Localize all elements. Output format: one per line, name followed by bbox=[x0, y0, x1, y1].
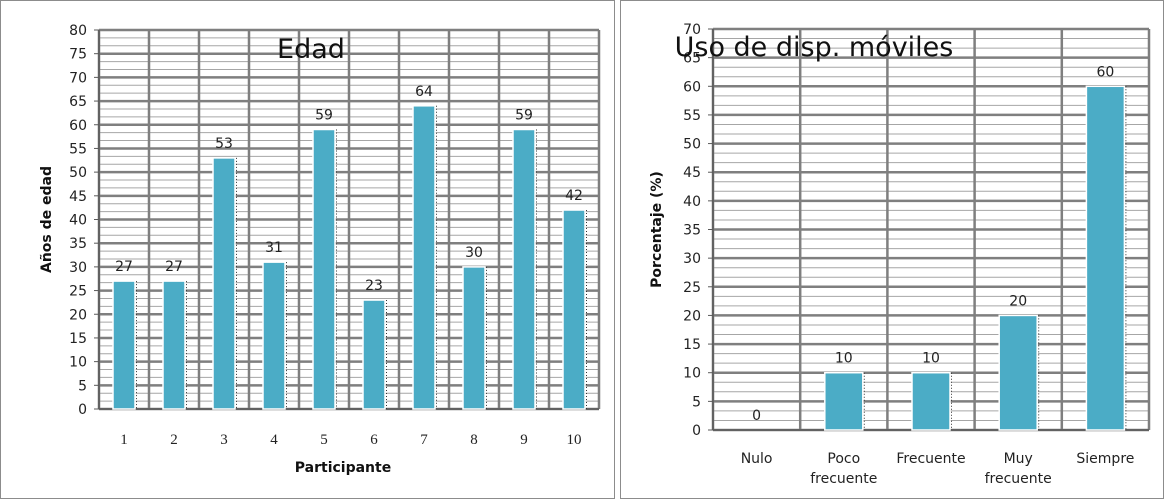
y-tick-label: 40 bbox=[69, 213, 87, 229]
data-label: 59 bbox=[515, 107, 533, 123]
chart-panel-uso-moviles: 0 5 10 15 20 25 30 35 40 45 50 55 60 65 70 0 Nulo 10 Poco f… bbox=[620, 0, 1164, 499]
x-tick-label: Siempre bbox=[1076, 451, 1134, 467]
y-tick-label: 35 bbox=[69, 236, 87, 252]
y-axis-title: Porcentaje (%) bbox=[649, 171, 665, 288]
y-tick-label: 20 bbox=[683, 308, 701, 324]
data-label: 27 bbox=[115, 259, 133, 275]
data-label: 20 bbox=[1009, 293, 1027, 309]
bar bbox=[462, 266, 486, 410]
bar bbox=[262, 261, 286, 410]
x-axis-title: Participante bbox=[295, 460, 391, 476]
data-label: 31 bbox=[265, 240, 283, 256]
x-tick-label: 5 bbox=[320, 432, 328, 448]
y-tick-label: 35 bbox=[683, 223, 701, 239]
bar bbox=[512, 128, 536, 410]
y-tick-label: 15 bbox=[69, 331, 87, 347]
y-tick-label: 5 bbox=[78, 378, 87, 394]
y-tick-label: 65 bbox=[69, 94, 87, 110]
chart-title: Edad bbox=[277, 34, 345, 65]
x-tick-label: 2 bbox=[170, 432, 178, 448]
x-tick-label: 4 bbox=[270, 432, 278, 448]
bar bbox=[412, 105, 436, 410]
y-tick-label: 15 bbox=[683, 337, 701, 353]
chart-panel-edad: 0 5 10 15 20 25 30 35 40 45 50 55 60 65 70 75 80 27 1 27 2 53… bbox=[0, 0, 615, 499]
y-tick-label: 0 bbox=[692, 423, 701, 439]
bar bbox=[112, 280, 136, 410]
x-tick-label: 3 bbox=[220, 432, 228, 448]
bar bbox=[998, 314, 1038, 431]
y-tick-label: 80 bbox=[69, 23, 87, 39]
chart-title: Uso de disp. móviles bbox=[675, 32, 954, 63]
bar bbox=[362, 299, 386, 410]
bar bbox=[162, 280, 186, 410]
x-tick-label: 8 bbox=[470, 432, 478, 448]
y-tick-label: 10 bbox=[683, 366, 701, 382]
data-label: 64 bbox=[415, 84, 433, 100]
y-tick-label: 25 bbox=[69, 284, 87, 300]
x-tick-label: 9 bbox=[520, 432, 528, 448]
y-tick-label: 50 bbox=[683, 137, 701, 153]
y-tick-label: 55 bbox=[683, 108, 701, 124]
gridlines bbox=[711, 27, 1151, 432]
data-label: 30 bbox=[465, 245, 483, 261]
y-tick-label: 25 bbox=[683, 280, 701, 296]
y-tick-label: 70 bbox=[69, 70, 87, 86]
y-tick-label: 5 bbox=[692, 394, 701, 410]
bar bbox=[562, 209, 586, 410]
x-tick-label: 7 bbox=[420, 432, 428, 448]
x-tick-label: 1 bbox=[120, 432, 128, 448]
data-label: 59 bbox=[315, 107, 333, 123]
y-tick-label: 10 bbox=[69, 355, 87, 371]
data-label: 10 bbox=[922, 351, 940, 367]
y-tick-label: 60 bbox=[683, 79, 701, 95]
data-label: 60 bbox=[1096, 64, 1114, 80]
bar bbox=[1085, 85, 1126, 431]
y-tick-label: 65 bbox=[683, 51, 701, 67]
y-tick-label: 30 bbox=[69, 260, 87, 276]
bar bbox=[312, 128, 336, 410]
x-tick-label: Frecuente bbox=[896, 451, 965, 467]
y-tick-label: 70 bbox=[683, 22, 701, 38]
y-tick-label: 45 bbox=[69, 189, 87, 205]
y-tick-label: 40 bbox=[683, 194, 701, 210]
x-tick-label: Poco bbox=[827, 451, 860, 467]
y-axis-title: Años de edad bbox=[39, 166, 55, 273]
uso-moviles-bar-chart: 0 5 10 15 20 25 30 35 40 45 50 55 60 65 70 0 Nulo 10 Poco f… bbox=[649, 22, 1151, 487]
bar bbox=[824, 371, 864, 431]
data-label: 27 bbox=[165, 259, 183, 275]
x-tick-label: 6 bbox=[370, 432, 378, 448]
y-tick-label: 50 bbox=[69, 165, 87, 181]
y-tick-label: 0 bbox=[78, 402, 87, 418]
x-tick-label: Muy bbox=[1004, 451, 1033, 467]
data-label: 42 bbox=[565, 188, 583, 204]
data-label: 10 bbox=[835, 351, 853, 367]
data-label: 23 bbox=[365, 278, 383, 294]
edad-bar-chart: 0510152025303540455055606570758027127253… bbox=[39, 23, 601, 476]
y-tick-label: 45 bbox=[683, 165, 701, 181]
y-tick-label: 60 bbox=[69, 118, 87, 134]
data-label: 0 bbox=[752, 408, 761, 424]
x-tick-label: 10 bbox=[567, 432, 582, 448]
y-tick-label: 20 bbox=[69, 307, 87, 323]
y-tick-label: 30 bbox=[683, 251, 701, 267]
x-tick-label: frecuente bbox=[985, 471, 1052, 487]
y-tick-label: 55 bbox=[69, 141, 87, 157]
x-tick-label: frecuente bbox=[810, 471, 877, 487]
x-tick-label: Nulo bbox=[741, 451, 773, 467]
data-label: 53 bbox=[215, 136, 233, 152]
bar bbox=[911, 371, 951, 431]
y-tick-label: 75 bbox=[69, 47, 87, 63]
bar bbox=[212, 157, 236, 410]
